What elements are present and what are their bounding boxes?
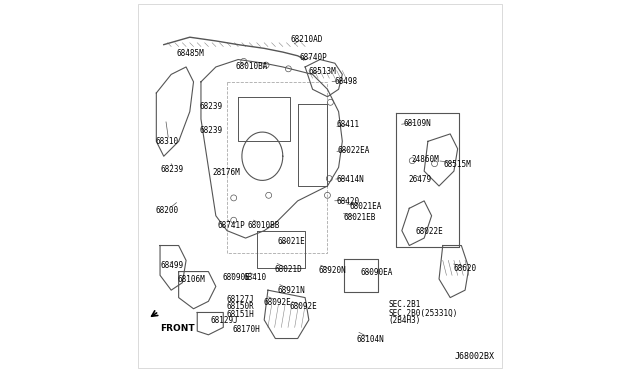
Text: 68150R: 68150R xyxy=(227,302,254,311)
Text: 68420: 68420 xyxy=(337,197,360,206)
Text: 68092E: 68092E xyxy=(289,302,317,311)
Text: 68170H: 68170H xyxy=(232,325,260,334)
Text: 68741P: 68741P xyxy=(218,221,246,230)
Text: 68485M: 68485M xyxy=(177,49,205,58)
Text: 68109N: 68109N xyxy=(404,119,431,128)
Text: 68021EA: 68021EA xyxy=(349,202,381,211)
Text: 68740P: 68740P xyxy=(300,53,327,62)
Text: 68021D: 68021D xyxy=(275,265,302,274)
Text: 68200: 68200 xyxy=(156,206,179,215)
Text: 68414N: 68414N xyxy=(337,175,365,184)
Text: 68090E: 68090E xyxy=(223,273,250,282)
Text: 68620: 68620 xyxy=(453,264,476,273)
Text: SEC.2B0(25331Q): SEC.2B0(25331Q) xyxy=(389,309,458,318)
Text: 68410: 68410 xyxy=(244,273,267,282)
Text: 68239: 68239 xyxy=(161,165,184,174)
Text: SEC.2B1: SEC.2B1 xyxy=(389,300,421,309)
Text: 28176M: 28176M xyxy=(213,169,241,177)
Text: 68210AD: 68210AD xyxy=(291,35,323,44)
Text: 26479: 26479 xyxy=(408,175,431,184)
Text: 68129J: 68129J xyxy=(211,316,238,325)
Text: 68239: 68239 xyxy=(199,126,222,135)
Text: 68499: 68499 xyxy=(161,262,184,270)
Text: 68515M: 68515M xyxy=(444,160,471,169)
Text: 68021EB: 68021EB xyxy=(343,213,376,222)
Text: 68513M: 68513M xyxy=(308,67,336,76)
Text: J68002BX: J68002BX xyxy=(455,352,495,361)
Text: 68010BA: 68010BA xyxy=(235,62,268,71)
Text: 68106M: 68106M xyxy=(178,275,205,284)
Text: 68239: 68239 xyxy=(199,102,222,110)
Text: 68498: 68498 xyxy=(334,77,357,86)
Text: 68090EA: 68090EA xyxy=(360,268,392,277)
Text: 68151H: 68151H xyxy=(227,310,254,319)
Text: 68010BB: 68010BB xyxy=(248,221,280,230)
Text: FRONT: FRONT xyxy=(160,324,195,333)
Text: 68310: 68310 xyxy=(156,137,179,146)
Text: 68022EA: 68022EA xyxy=(338,146,370,155)
Text: 68127J: 68127J xyxy=(227,295,254,304)
Text: 68022E: 68022E xyxy=(416,227,444,236)
Text: 68092E: 68092E xyxy=(264,298,291,307)
Text: 24860M: 24860M xyxy=(411,155,439,164)
Text: 68920N: 68920N xyxy=(318,266,346,275)
Text: (2B4H3): (2B4H3) xyxy=(389,316,421,325)
Text: 68021E: 68021E xyxy=(277,237,305,246)
Text: 68104N: 68104N xyxy=(356,335,384,344)
Text: 68921N: 68921N xyxy=(277,286,305,295)
Text: 68411: 68411 xyxy=(337,120,360,129)
